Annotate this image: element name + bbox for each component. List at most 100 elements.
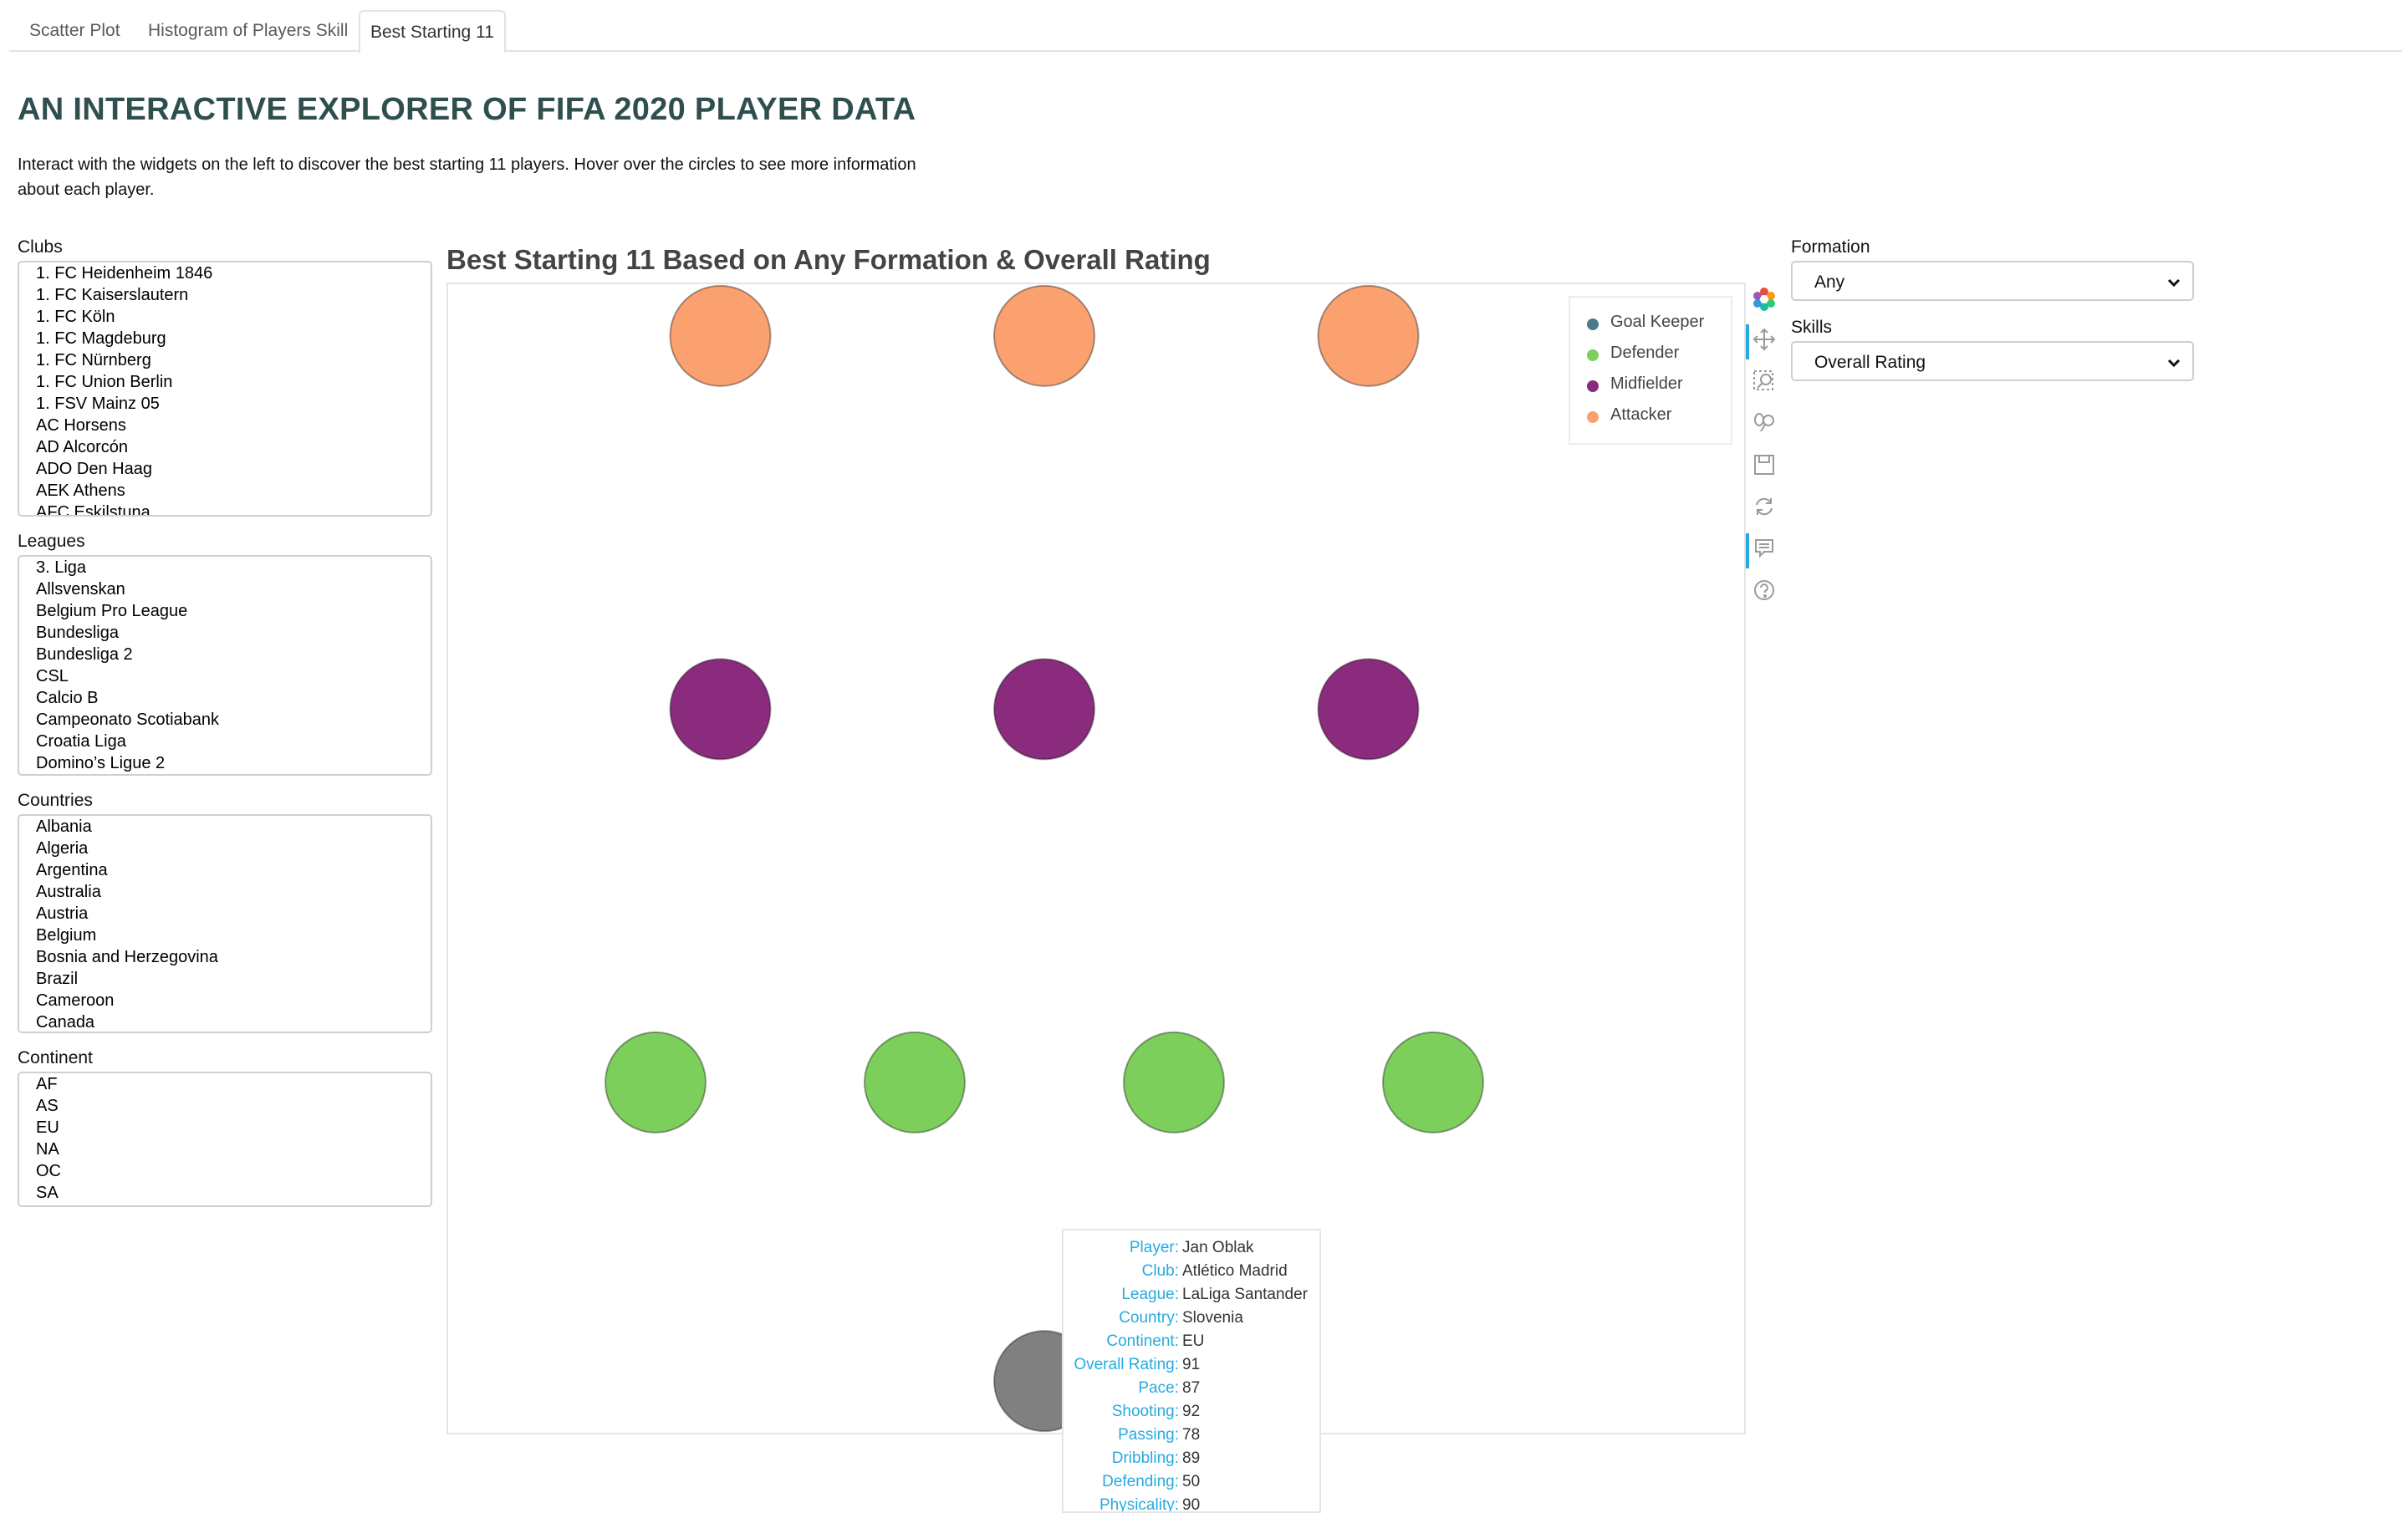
list-option[interactable]: Bundesliga xyxy=(36,624,119,642)
player-circle-attacker[interactable] xyxy=(993,284,1095,387)
list-option[interactable]: Austria xyxy=(36,904,89,923)
list-option[interactable]: Domino’s Ligue 2 xyxy=(36,754,166,772)
list-option[interactable]: Canada xyxy=(36,1013,95,1032)
tooltip-key: Passing: xyxy=(1118,1426,1179,1444)
pan-icon[interactable] xyxy=(1746,321,1783,359)
tooltip-value: 91 xyxy=(1182,1356,1201,1373)
tab-histogram[interactable]: Histogram of Players Skill xyxy=(148,21,349,40)
player-circle-defender[interactable] xyxy=(864,1031,966,1133)
legend-item-attacker: Attacker xyxy=(1570,404,1731,435)
list-option[interactable]: Australia xyxy=(36,883,101,901)
tooltip-row: Passing: 78 xyxy=(1064,1424,1319,1448)
tooltip-value: Atlético Madrid xyxy=(1182,1262,1288,1280)
player-tooltip: Player: Jan Oblak Club: Atlético Madrid Leag… xyxy=(1062,1229,1321,1513)
player-circle-midfielder[interactable] xyxy=(993,658,1095,761)
hover-icon[interactable] xyxy=(1746,530,1783,568)
legend-label: Attacker xyxy=(1610,405,1672,424)
player-circle-attacker[interactable] xyxy=(669,284,772,387)
list-option[interactable]: SA xyxy=(36,1184,59,1202)
list-option[interactable]: AD Alcorcón xyxy=(36,438,129,456)
tooltip-key: Pace: xyxy=(1138,1379,1179,1397)
tooltip-key: Defending: xyxy=(1102,1473,1179,1490)
list-option[interactable]: 1. FC Union Berlin xyxy=(36,373,173,391)
tooltip-key: Physicality: xyxy=(1099,1496,1179,1513)
list-option[interactable]: Argentina xyxy=(36,861,108,879)
tooltip-row: Player: Jan Oblak xyxy=(1064,1237,1319,1261)
tooltip-key: Dribbling: xyxy=(1111,1449,1179,1467)
list-option[interactable]: AS xyxy=(36,1097,59,1115)
tooltip-value: 50 xyxy=(1182,1473,1201,1490)
formation-select[interactable]: Any xyxy=(1791,261,2194,301)
list-option[interactable]: 3. Liga xyxy=(36,558,87,577)
list-option[interactable]: Bosnia and Herzegovina xyxy=(36,948,218,966)
legend-item-midfielder: Midfielder xyxy=(1570,373,1731,404)
list-option[interactable]: OC xyxy=(36,1162,61,1180)
list-option[interactable]: Algeria xyxy=(36,839,89,858)
formation-label: Formation xyxy=(1791,237,1870,257)
legend-swatch-defender xyxy=(1587,349,1599,361)
tooltip-value: Jan Oblak xyxy=(1182,1239,1254,1256)
player-circle-attacker[interactable] xyxy=(1317,284,1420,387)
tooltip-row: Defending: 50 xyxy=(1064,1471,1319,1495)
list-option[interactable]: Belgium xyxy=(36,926,97,945)
chevron-down-icon xyxy=(2167,278,2181,288)
legend: Goal Keeper Defender Midfielder Attacker xyxy=(1569,296,1732,445)
tooltip-row: Overall Rating: 91 xyxy=(1064,1354,1319,1378)
list-option[interactable]: 1. FC Kaiserslautern xyxy=(36,286,189,304)
countries-label: Countries xyxy=(18,791,93,810)
player-circle-defender[interactable] xyxy=(1123,1031,1225,1133)
continent-multiselect[interactable]: AF AS EU NA OC SA xyxy=(18,1072,432,1207)
tooltip-value: LaLiga Santander xyxy=(1182,1286,1309,1303)
starting-11-scatter xyxy=(605,284,1484,1433)
player-circle-midfielder[interactable] xyxy=(669,658,772,761)
wheel-zoom-icon[interactable] xyxy=(1746,405,1783,441)
list-option[interactable]: Allsvenskan xyxy=(36,580,125,599)
bokeh-logo-icon[interactable] xyxy=(1746,281,1783,318)
player-circle-defender[interactable] xyxy=(605,1031,707,1133)
list-option[interactable]: Albania xyxy=(36,818,92,836)
list-option[interactable]: Campeonato Scotiabank xyxy=(36,711,220,729)
tooltip-row: League: LaLiga Santander xyxy=(1064,1284,1319,1307)
list-option[interactable]: AC Horsens xyxy=(36,416,126,435)
list-option[interactable]: Bundesliga 2 xyxy=(36,645,133,664)
tooltip-value: EU xyxy=(1182,1332,1205,1350)
list-option[interactable]: 1. FSV Mainz 05 xyxy=(36,395,160,413)
tooltip-key: Overall Rating: xyxy=(1074,1356,1179,1373)
list-option[interactable]: AEK Athens xyxy=(36,481,125,500)
list-option[interactable]: Belgium Pro League xyxy=(36,602,188,620)
tab-best-starting-11[interactable]: Best Starting 11 xyxy=(359,10,506,53)
plot-toolbar xyxy=(1746,276,1783,610)
list-option[interactable]: Croatia Liga xyxy=(36,732,126,751)
tab-bar: Scatter Plot Histogram of Players Skill … xyxy=(9,10,2402,53)
leagues-multiselect[interactable]: 3. Liga Allsvenskan Belgium Pro League Bund… xyxy=(18,555,432,776)
list-option[interactable]: 1. FC Magdeburg xyxy=(36,329,166,348)
list-option[interactable]: EU xyxy=(36,1118,59,1137)
list-option[interactable]: 1. FC Nürnberg xyxy=(36,351,151,369)
list-option[interactable]: Cameroon xyxy=(36,991,115,1010)
list-option[interactable]: AF xyxy=(36,1075,58,1093)
list-option[interactable]: 1. FC Heidenheim 1846 xyxy=(36,264,213,283)
player-circle-defender[interactable] xyxy=(1382,1031,1484,1133)
legend-item-goal-keeper: Goal Keeper xyxy=(1570,311,1731,342)
countries-multiselect[interactable]: Albania Algeria Argentina Australia Austria B… xyxy=(18,814,432,1033)
skills-select[interactable]: Overall Rating xyxy=(1791,341,2194,381)
list-option[interactable]: CSL xyxy=(36,667,69,685)
legend-label: Defender xyxy=(1610,344,1680,362)
reset-icon[interactable] xyxy=(1746,488,1783,525)
list-option[interactable]: Calcio B xyxy=(36,689,99,707)
player-circle-midfielder[interactable] xyxy=(1317,658,1420,761)
list-option[interactable]: AFC Eskilstuna xyxy=(36,503,150,517)
intro-text: Interact with the widgets on the left to… xyxy=(18,155,916,199)
list-option[interactable]: NA xyxy=(36,1140,59,1159)
list-option[interactable]: Brazil xyxy=(36,970,79,988)
tab-scatter-plot[interactable]: Scatter Plot xyxy=(29,21,120,40)
clubs-multiselect[interactable]: 1. FC Heidenheim 1846 1. FC Kaiserslauter… xyxy=(18,261,432,517)
box-zoom-icon[interactable] xyxy=(1746,363,1783,400)
save-icon[interactable] xyxy=(1746,446,1783,483)
continent-label: Continent xyxy=(18,1048,93,1067)
tooltip-value: Slovenia xyxy=(1182,1309,1243,1327)
list-option[interactable]: ADO Den Haag xyxy=(36,460,152,478)
page-title: AN INTERACTIVE EXPLORER OF FIFA 2020 PLA… xyxy=(18,92,916,127)
help-icon[interactable] xyxy=(1746,572,1783,609)
list-option[interactable]: 1. FC Köln xyxy=(36,308,115,326)
